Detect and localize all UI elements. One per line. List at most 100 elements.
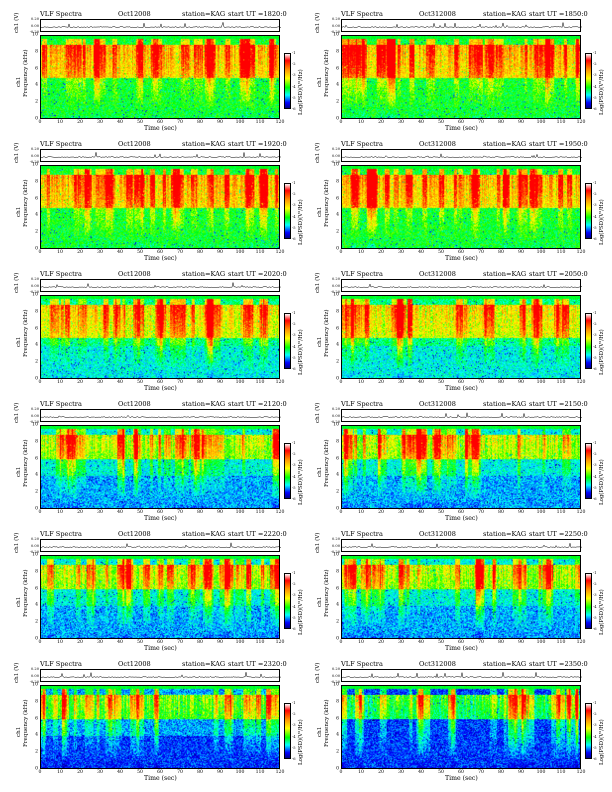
time-x-tick: 20 xyxy=(77,380,83,385)
panel-date: Oct312008 xyxy=(419,660,456,668)
time-x-tick: 100 xyxy=(235,640,245,645)
time-x-tick: 10 xyxy=(358,770,364,775)
panel-title: VLF Spectra Oct12008 station=KAG start UT =… xyxy=(40,10,300,20)
frequency-y-tick: 10 xyxy=(32,32,38,38)
time-x-tick: 60 xyxy=(458,380,464,385)
time-x-tick: 40 xyxy=(117,640,123,645)
colorbar-tick: -6 xyxy=(593,757,597,761)
colorbar xyxy=(284,313,291,369)
time-x-tick: 0 xyxy=(339,380,343,385)
channel-amplitude-trace xyxy=(41,21,281,29)
time-x-tick: 80 xyxy=(498,380,504,385)
colorbar-label: Log(PSD)(V²/Hz) xyxy=(298,459,304,505)
time-x-tick: 20 xyxy=(378,770,384,775)
frequency-y-tick: 10 xyxy=(333,162,339,168)
colorbar-tick: -6 xyxy=(292,757,296,761)
time-x-tick: 30 xyxy=(398,380,404,385)
time-x-tick: 70 xyxy=(478,250,484,255)
panel-title-label: VLF Spectra xyxy=(40,660,82,668)
colorbar-label: Log(PSD)(V²/Hz) xyxy=(298,589,304,635)
panel-start-time: start UT =1950:0 xyxy=(529,140,588,148)
spectrogram-canvas xyxy=(41,36,279,118)
time-axis-label: Time (sec) xyxy=(144,255,177,262)
time-x-tick: 90 xyxy=(518,510,524,515)
spectrogram-heatmap xyxy=(341,165,581,249)
colorbar-ticks: -1 -2 -3 -4 -5 -6 xyxy=(593,51,599,111)
time-x-tick: 90 xyxy=(217,250,223,255)
panel-date: Oct312008 xyxy=(419,140,456,148)
colorbar xyxy=(284,573,291,629)
channel-y-tick: -0.20 xyxy=(29,420,39,424)
panel-station: station=KAG xyxy=(182,400,226,408)
panel-title: VLF Spectra Oct312008 station=KAG start UT … xyxy=(341,530,601,540)
time-x-tick: 30 xyxy=(398,510,404,515)
colorbar-tick: -6 xyxy=(593,237,597,241)
time-x-tick: 90 xyxy=(217,640,223,645)
time-x-tick: 60 xyxy=(458,640,464,645)
frequency-y-ticks: 0 2 4 6 8 10 xyxy=(30,163,38,252)
panel-title-label: VLF Spectra xyxy=(341,10,383,18)
spectrogram-channel-label: ch1 xyxy=(317,596,323,607)
colorbar-tick: -6 xyxy=(593,107,597,111)
time-x-tick: 30 xyxy=(398,640,404,645)
time-x-ticks: 0 10 20 30 40 50 60 70 80 90 100 110 120 xyxy=(39,250,285,256)
channel-amplitude-plot xyxy=(341,539,582,552)
frequency-y-tick: 2 xyxy=(336,619,339,625)
time-x-tick: 50 xyxy=(438,250,444,255)
channel-amplitude-plot xyxy=(341,19,582,32)
time-x-tick: 110 xyxy=(556,120,566,125)
time-x-tick: 20 xyxy=(378,640,384,645)
time-x-tick: 120 xyxy=(275,770,285,775)
channel-y-tick: -0.20 xyxy=(29,290,39,294)
time-x-tick: 90 xyxy=(518,640,524,645)
time-x-tick: 70 xyxy=(478,640,484,645)
time-x-tick: 40 xyxy=(418,770,424,775)
channel-y-ticks: 0.20 0.00 -0.20 xyxy=(327,147,340,164)
colorbar-label: Log(PSD)(V²/Hz) xyxy=(298,329,304,375)
colorbar xyxy=(284,53,291,109)
time-x-tick: 50 xyxy=(137,250,143,255)
channel-amplitude-plot xyxy=(40,19,281,32)
colorbar xyxy=(585,183,592,239)
colorbar-tick: -6 xyxy=(292,627,296,631)
time-axis-label: Time (sec) xyxy=(144,385,177,392)
time-x-tick: 20 xyxy=(77,120,83,125)
spectrogram-heatmap xyxy=(40,555,280,639)
channel-amplitude-plot xyxy=(341,669,582,682)
frequency-y-tick: 8 xyxy=(336,49,339,55)
colorbar-tick: -2 xyxy=(292,582,296,587)
time-axis-label: Time (sec) xyxy=(144,125,177,132)
frequency-y-tick: 4 xyxy=(336,342,339,348)
colorbar-tick: -6 xyxy=(292,497,296,501)
time-x-ticks: 0 10 20 30 40 50 60 70 80 90 100 110 120 xyxy=(340,770,586,776)
panel-date: Oct12008 xyxy=(118,140,151,148)
colorbar-ticks: -1 -2 -3 -4 -5 -6 xyxy=(292,181,298,241)
frequency-y-tick: 2 xyxy=(35,489,38,495)
frequency-y-tick: 4 xyxy=(35,472,38,478)
channel-amplitude-trace xyxy=(342,152,582,159)
colorbar-tick: -1 xyxy=(593,441,597,445)
time-x-ticks: 0 10 20 30 40 50 60 70 80 90 100 110 120 xyxy=(39,380,285,386)
time-x-tick: 110 xyxy=(556,380,566,385)
channel-amplitude-trace xyxy=(342,672,582,679)
frequency-y-tick: 8 xyxy=(35,49,38,55)
amplitude-line xyxy=(41,282,281,289)
channel-amplitude-trace xyxy=(342,22,582,29)
colorbar-tick: -4 xyxy=(292,734,296,739)
colorbar-ticks: -1 -2 -3 -4 -5 -6 xyxy=(593,701,599,761)
channel-y-tick: 0.20 xyxy=(331,667,340,671)
colorbar-ticks: -1 -2 -3 -4 -5 -6 xyxy=(292,571,298,631)
channel-y-label: ch1 (V) xyxy=(315,12,321,33)
channel-y-tick: 0.00 xyxy=(30,673,39,678)
colorbar-ticks: -1 -2 -3 -4 -5 -6 xyxy=(593,571,599,631)
frequency-y-tick: 6 xyxy=(336,326,339,332)
time-x-tick: 120 xyxy=(275,640,285,645)
channel-y-label: ch1 (V) xyxy=(315,662,321,683)
colorbar-tick: -1 xyxy=(292,571,296,575)
time-x-tick: 80 xyxy=(498,770,504,775)
frequency-y-tick: 2 xyxy=(336,489,339,495)
channel-amplitude-trace xyxy=(41,152,281,159)
channel-amplitude-trace xyxy=(342,542,582,549)
colorbar-tick: -5 xyxy=(593,355,597,360)
spectrogram-canvas xyxy=(342,556,580,638)
